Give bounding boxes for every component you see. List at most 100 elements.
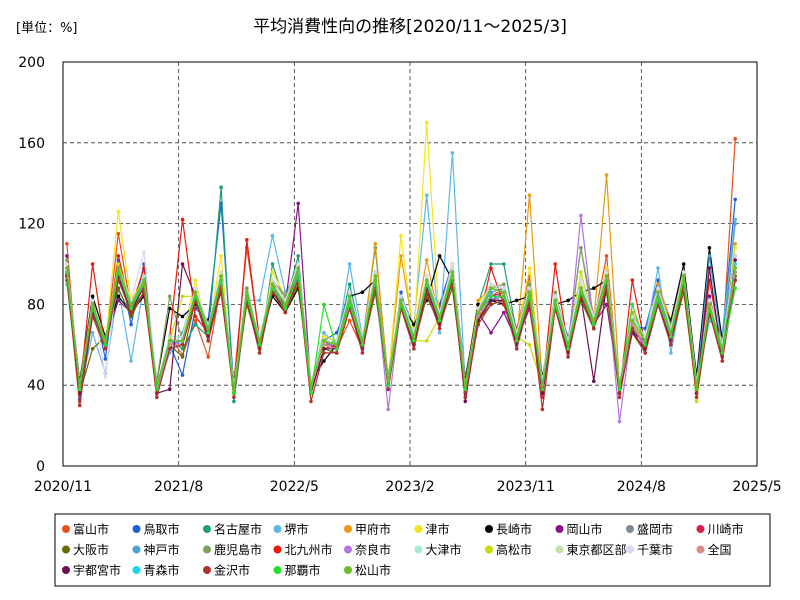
data-point xyxy=(167,387,172,392)
data-point xyxy=(270,270,275,274)
data-point xyxy=(733,246,737,250)
legend-marker xyxy=(132,545,141,554)
data-point xyxy=(90,262,95,266)
legend-label: 名古屋市 xyxy=(214,522,262,537)
data-point xyxy=(424,290,429,295)
data-point xyxy=(322,330,326,335)
legend-label: 大津市 xyxy=(426,542,462,557)
data-point xyxy=(463,399,468,404)
data-point xyxy=(681,270,686,274)
data-point xyxy=(733,197,737,202)
data-point xyxy=(116,231,121,236)
data-point xyxy=(90,298,95,303)
legend-marker xyxy=(203,545,211,554)
data-point xyxy=(309,391,313,396)
data-point xyxy=(129,310,133,315)
data-point xyxy=(579,246,583,250)
data-point xyxy=(206,330,210,335)
data-point xyxy=(65,258,69,262)
data-point xyxy=(450,270,455,274)
legend-label: 北九州市 xyxy=(285,542,333,557)
data-point xyxy=(412,334,416,339)
data-point xyxy=(592,322,596,327)
y-tick-label: 120 xyxy=(18,217,45,233)
legend-label: 堺市 xyxy=(285,522,309,537)
data-point xyxy=(707,298,712,303)
legend-label: 川崎市 xyxy=(708,522,744,537)
data-point xyxy=(219,270,223,274)
legend-label: 盛岡市 xyxy=(637,522,673,537)
data-point xyxy=(360,351,365,355)
data-point xyxy=(399,298,403,303)
data-point xyxy=(707,254,712,258)
legend-item: 津市 xyxy=(414,522,450,537)
legend-item: 奈良市 xyxy=(344,542,391,557)
data-point xyxy=(193,286,198,291)
data-point xyxy=(604,254,609,258)
data-point xyxy=(334,343,339,347)
data-point xyxy=(155,383,159,388)
data-point xyxy=(424,193,429,198)
data-point xyxy=(707,302,712,307)
data-point xyxy=(412,322,416,327)
data-point xyxy=(489,294,493,299)
data-point xyxy=(424,339,429,343)
data-point xyxy=(296,266,301,270)
data-point xyxy=(270,233,275,238)
data-point xyxy=(270,278,275,283)
legend-label: 奈良市 xyxy=(355,542,391,557)
data-point xyxy=(309,383,313,388)
legend-item: 那覇市 xyxy=(273,563,321,578)
data-point xyxy=(103,343,108,347)
data-point xyxy=(90,302,95,307)
data-point xyxy=(424,258,429,262)
data-point xyxy=(463,387,468,392)
data-point xyxy=(681,274,686,278)
data-point xyxy=(116,254,121,258)
legend-label: 津市 xyxy=(426,522,450,537)
data-point xyxy=(219,254,223,258)
data-point xyxy=(180,262,185,266)
data-point xyxy=(592,286,596,291)
data-point xyxy=(502,290,506,295)
legend-item: 大阪市 xyxy=(62,542,109,557)
data-point xyxy=(489,298,493,303)
legend-item: 北九州市 xyxy=(273,542,333,557)
data-point xyxy=(283,306,288,311)
data-point xyxy=(270,282,275,287)
data-point xyxy=(681,262,686,266)
data-point xyxy=(412,347,416,351)
data-point xyxy=(476,298,480,303)
data-point xyxy=(489,262,493,266)
data-point xyxy=(167,306,172,311)
data-point xyxy=(232,387,236,392)
data-point xyxy=(245,290,249,295)
data-point xyxy=(669,330,673,335)
legend-box xyxy=(54,513,771,587)
legend-label: 青森市 xyxy=(144,563,180,578)
data-point xyxy=(399,294,403,299)
legend-marker xyxy=(626,525,634,533)
data-point xyxy=(656,286,660,291)
data-point xyxy=(334,351,339,355)
legend-marker xyxy=(132,525,141,533)
legend-item: 松山市 xyxy=(344,563,391,578)
legend-label: 長崎市 xyxy=(496,522,532,537)
x-tick-label: 2023/11 xyxy=(497,479,555,495)
data-point xyxy=(592,318,596,323)
data-point xyxy=(592,326,596,331)
data-point xyxy=(604,266,609,270)
legend-item: 全国 xyxy=(696,542,732,557)
data-point xyxy=(232,391,236,396)
data-point xyxy=(424,278,429,283)
legend-marker xyxy=(203,566,211,574)
data-point xyxy=(90,330,95,335)
data-point xyxy=(733,278,737,283)
y-tick-label: 160 xyxy=(18,136,45,152)
data-point xyxy=(463,383,468,388)
data-point xyxy=(630,314,635,319)
data-point xyxy=(232,395,236,400)
data-point xyxy=(669,343,673,347)
data-point xyxy=(527,282,532,287)
